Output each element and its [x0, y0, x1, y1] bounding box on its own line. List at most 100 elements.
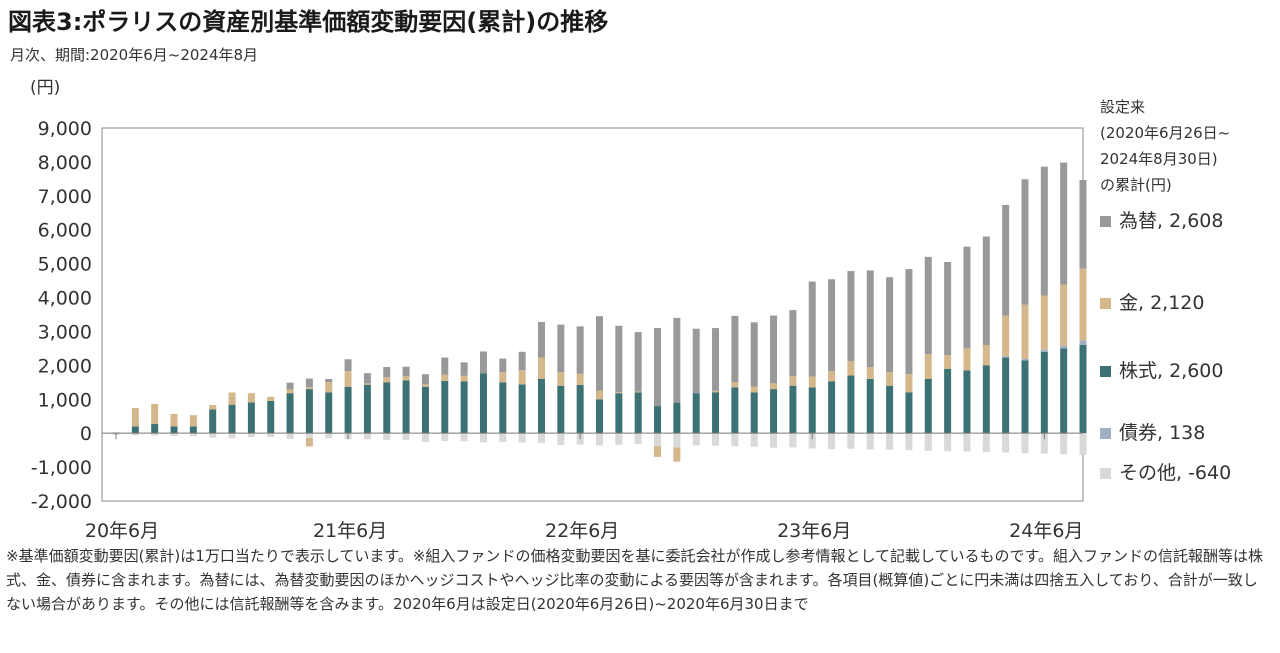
bar-segment — [305, 433, 313, 438]
bar-segment — [1040, 351, 1048, 434]
bar-segment — [808, 387, 816, 434]
legend-label-other: その他, -640 — [1119, 462, 1232, 484]
bar-segment — [1002, 357, 1010, 434]
bar-segment — [228, 392, 236, 405]
bar-segment — [847, 433, 855, 449]
bar-segment — [460, 375, 468, 382]
chart-title: 図表3:ポラリスの資産別基準価額変動要因(累計)の推移 — [8, 8, 609, 36]
bar-segment — [596, 433, 603, 446]
bar-segment — [712, 433, 720, 446]
legend-title-line: の累計(円) — [1100, 176, 1172, 194]
legend-item-fx: 為替, 2,608 — [1100, 206, 1223, 233]
bar-segment — [1040, 349, 1048, 352]
bar-segment — [1021, 360, 1029, 434]
legend-swatch-fx — [1100, 216, 1111, 227]
bar-segment — [963, 433, 971, 452]
bar-segment — [596, 399, 603, 434]
bar-segment — [1060, 284, 1068, 346]
y-tick-label: 8,000 — [38, 152, 92, 174]
bar-segment — [886, 385, 894, 434]
bar-segment — [286, 382, 294, 390]
bar-segment — [247, 433, 255, 437]
bar-segment — [1060, 345, 1068, 349]
bar-segment — [460, 362, 468, 376]
bar-segment — [634, 392, 642, 434]
bar-segment — [866, 378, 874, 434]
bar-segment — [692, 328, 700, 394]
bar-segment — [402, 433, 410, 440]
bar-segment — [808, 376, 816, 388]
bar-segment — [673, 402, 681, 434]
bar-segment — [1040, 295, 1048, 350]
bar-segment — [731, 315, 739, 382]
bar-segment — [828, 433, 836, 450]
bar-segment — [402, 366, 410, 377]
legend-swatch-other — [1100, 468, 1111, 479]
bar-segment — [170, 433, 178, 436]
bar-segment — [963, 246, 971, 349]
bar-segment — [383, 367, 391, 378]
bar-segment — [750, 392, 758, 434]
bar-segment — [344, 359, 352, 372]
y-tick-label: 3,000 — [38, 321, 92, 343]
bar-segment — [770, 383, 778, 390]
bar-segment — [325, 378, 333, 383]
bar-segment — [1079, 433, 1087, 455]
bar-segment — [1021, 304, 1029, 359]
bar-segment — [344, 386, 352, 434]
bar-segment — [267, 396, 275, 401]
legend-label-equity: 株式, 2,600 — [1119, 360, 1224, 382]
x-tick-label: 24年6月 — [1009, 520, 1083, 540]
chart-subtitle: 月次、期間:2020年6月~2024年8月 — [10, 46, 259, 64]
bar-segment — [305, 378, 313, 388]
bar-segment — [692, 433, 700, 446]
bar-segment — [750, 322, 758, 387]
bar-segment — [518, 351, 526, 371]
bar-segment — [924, 378, 932, 434]
bar-segment — [557, 372, 565, 386]
legend-item-equity: 株式, 2,600 — [1100, 356, 1223, 383]
bar-segment — [712, 328, 720, 391]
bar-segment — [905, 433, 913, 451]
bar-segment — [963, 348, 971, 371]
legend-item-other: その他, -640 — [1100, 458, 1231, 485]
bar-segment — [286, 389, 294, 394]
bar-segment — [209, 405, 217, 410]
legend-label-bond: 債券, 138 — [1119, 422, 1206, 444]
bar-segment — [363, 433, 371, 440]
bar-segment — [267, 400, 275, 434]
bar-segment — [383, 377, 391, 383]
bar-segment — [576, 373, 584, 386]
legend-swatch-gold — [1100, 298, 1111, 309]
bar-segment — [537, 321, 545, 358]
bar-segment — [228, 433, 236, 439]
footnote: ※基準価額変動要因(累計)は1万口当たりで表示しています。※組入ファンドの価格変… — [6, 547, 1264, 613]
bar-segment — [363, 373, 371, 384]
bar-segment — [151, 433, 159, 436]
bar-segment — [634, 391, 642, 393]
bar-segment — [828, 371, 836, 382]
bar-segment — [247, 393, 255, 403]
bar-segment — [441, 357, 449, 375]
bar-segment — [750, 433, 758, 447]
y-tick-label: 2,000 — [38, 355, 92, 377]
bar-segment — [189, 415, 197, 427]
legend-title-line: 2024年8月30日) — [1100, 150, 1218, 168]
bar-segment — [770, 433, 778, 448]
bar-segment — [982, 345, 990, 366]
bar-segment — [905, 269, 913, 375]
y-tick-label: -1,000 — [31, 457, 92, 479]
bar-segment — [789, 385, 797, 434]
bar-segment — [1002, 204, 1010, 316]
bar-segment — [305, 389, 313, 434]
bar-segment — [325, 382, 333, 393]
bar-segment — [1021, 433, 1029, 454]
bar-segment — [151, 424, 159, 434]
bar-segment — [479, 351, 487, 374]
bar-segment — [982, 236, 990, 346]
bar-segment — [421, 374, 429, 385]
bar-segment — [634, 332, 642, 392]
bar-segment — [847, 271, 855, 362]
y-tick-label: 6,000 — [38, 220, 92, 242]
bar-segment — [1079, 340, 1087, 346]
